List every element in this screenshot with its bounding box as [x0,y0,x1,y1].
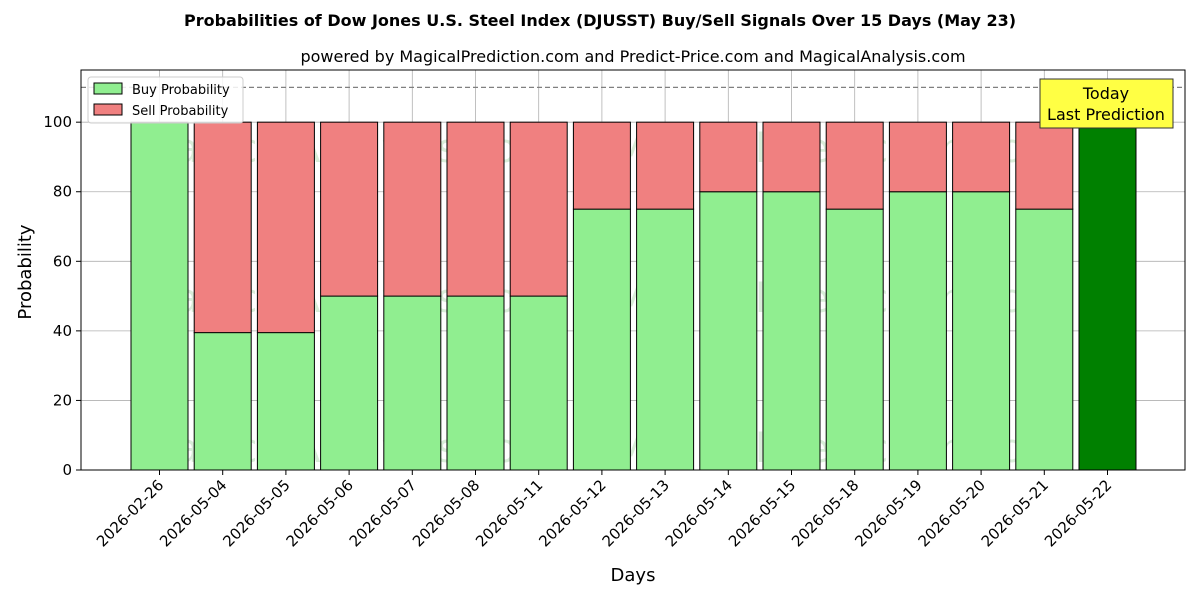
x-tick-label: 2026-05-14 [662,476,736,550]
legend-label: Sell Probability [132,104,229,119]
sell-bar [320,121,379,297]
annotation-text: Last Prediction [1047,105,1165,124]
buy-bar [446,295,505,471]
x-axis-ticks: 2026-02-262026-05-042026-05-052026-05-06… [93,470,1115,550]
y-tick-label: 0 [62,461,72,479]
x-tick-label: 2026-05-19 [851,476,925,550]
sell-bar [256,121,315,334]
buy-bar [888,191,947,471]
y-tick-label: 60 [53,252,72,270]
sell-bar [446,121,505,297]
buy-bar [825,208,884,471]
legend: Buy Probability Sell Probability [87,76,244,124]
x-tick-label: 2026-05-04 [156,476,230,550]
x-tick-label: 2026-05-05 [219,476,293,550]
x-tick-label: 2026-05-15 [725,476,799,550]
sell-bar [888,121,947,193]
y-tick-label: 20 [53,391,72,409]
x-tick-label: 2026-05-08 [409,476,483,550]
chart-title: Probabilities of Dow Jones U.S. Steel In… [184,11,1016,30]
y-axis-label: Probability [15,224,36,319]
x-tick-label: 2026-05-22 [1041,476,1115,550]
x-tick-label: 2026-05-12 [535,476,609,550]
buy-bar [1078,121,1137,471]
buy-bar [509,295,568,471]
buy-bar [572,208,631,471]
buy-bar [256,332,315,471]
legend-box [87,76,244,124]
sell-bar [1015,121,1074,210]
buy-bar [952,191,1011,471]
sell-bar [509,121,568,297]
x-tick-label: 2026-05-21 [978,476,1052,550]
sell-bar [383,121,442,297]
y-axis-ticks: 0 20 40 60 80 100 [43,113,81,479]
buy-bar [1015,208,1074,471]
buy-bar [193,332,252,471]
plot-frame [80,69,1186,471]
chart-subtitle: powered by MagicalPrediction.com and Pre… [300,47,965,66]
sell-bar [572,121,631,210]
buy-bar [762,191,821,471]
buy-bar [320,295,379,471]
legend-swatch [93,103,123,116]
x-tick-label: 2026-02-26 [93,476,167,550]
y-tick-label: 100 [43,113,72,131]
annotation-text: Today [1082,84,1129,103]
x-tick-label: 2026-05-18 [788,476,862,550]
x-tick-label: 2026-05-07 [346,476,420,550]
buy-bar [130,121,189,471]
legend-swatch [93,82,123,95]
sell-bar [825,121,884,210]
annotation-box [1039,78,1174,129]
x-tick-label: 2026-05-06 [283,476,357,550]
bars-layer [130,121,1137,471]
buy-bar [383,295,442,471]
today-annotation: Today Last Prediction [1039,78,1174,129]
sell-bar [699,121,758,193]
sell-bar [952,121,1011,193]
sell-bar [762,121,821,193]
buy-bar [699,191,758,471]
y-tick-label: 80 [53,183,72,201]
legend-label: Buy Probability [132,83,230,98]
x-axis-label: Days [611,565,656,586]
x-tick-label: 2026-05-11 [472,476,546,550]
buy-bar [636,208,695,471]
sell-bar [193,121,252,334]
x-tick-label: 2026-05-13 [599,476,673,550]
x-tick-label: 2026-05-20 [915,476,989,550]
y-tick-label: 40 [53,322,72,340]
sell-bar [636,121,695,210]
